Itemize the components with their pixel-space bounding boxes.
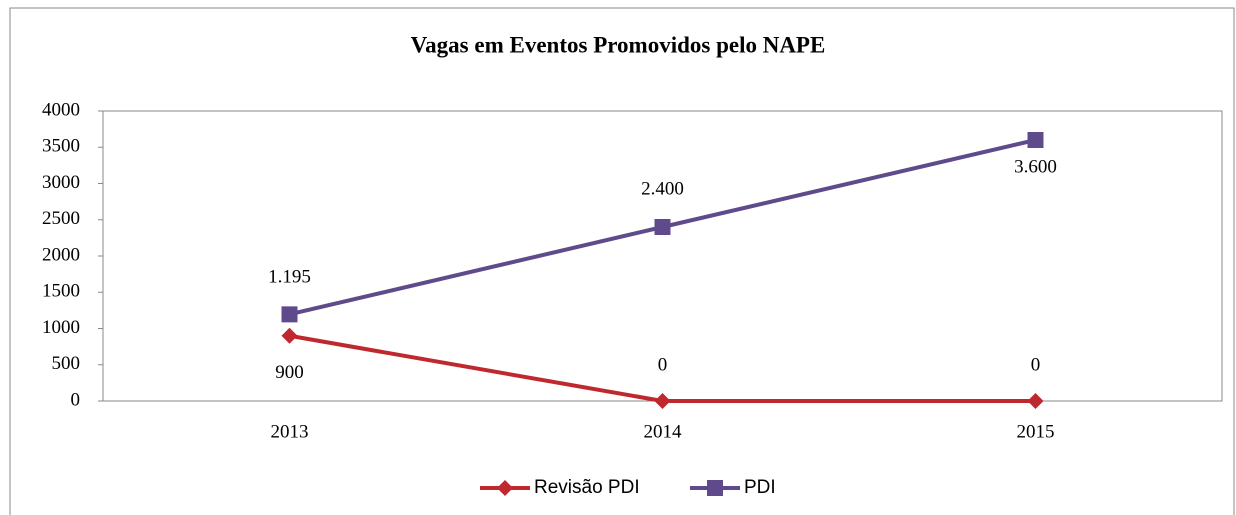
data-label: 3.600 (1014, 156, 1057, 177)
data-point (1027, 393, 1044, 409)
legend-label: PDI (744, 477, 776, 498)
data-point (654, 393, 671, 409)
data-label: 0 (658, 354, 668, 375)
data-point (281, 327, 298, 344)
data-point (281, 306, 298, 323)
y-tick-label: 3500 (42, 136, 80, 157)
data-label: 2.400 (641, 178, 684, 199)
chart-title: Vagas em Eventos Promovidos pelo NAPE (411, 32, 826, 57)
y-tick-label: 500 (52, 353, 81, 374)
y-tick-label: 0 (71, 389, 81, 410)
legend-marker (707, 480, 723, 496)
data-label: 900 (275, 362, 304, 383)
data-point (654, 219, 671, 235)
y-tick-label: 2000 (42, 244, 80, 265)
x-tick-label: 2014 (644, 421, 683, 442)
legend-marker (497, 480, 513, 496)
chart-frame (9, 7, 1235, 515)
legend-label: Revisão PDI (534, 477, 640, 498)
data-point (1027, 132, 1044, 148)
data-label: 1.195 (268, 267, 311, 288)
data-label: 0 (1031, 354, 1041, 375)
y-tick-label: 2500 (42, 208, 80, 229)
y-tick-label: 1000 (42, 317, 80, 338)
y-tick-label: 3000 (42, 172, 80, 193)
y-tick-label: 4000 (42, 99, 80, 120)
x-tick-label: 2013 (271, 421, 309, 442)
x-tick-label: 2015 (1017, 421, 1055, 442)
y-tick-label: 1500 (42, 281, 80, 302)
